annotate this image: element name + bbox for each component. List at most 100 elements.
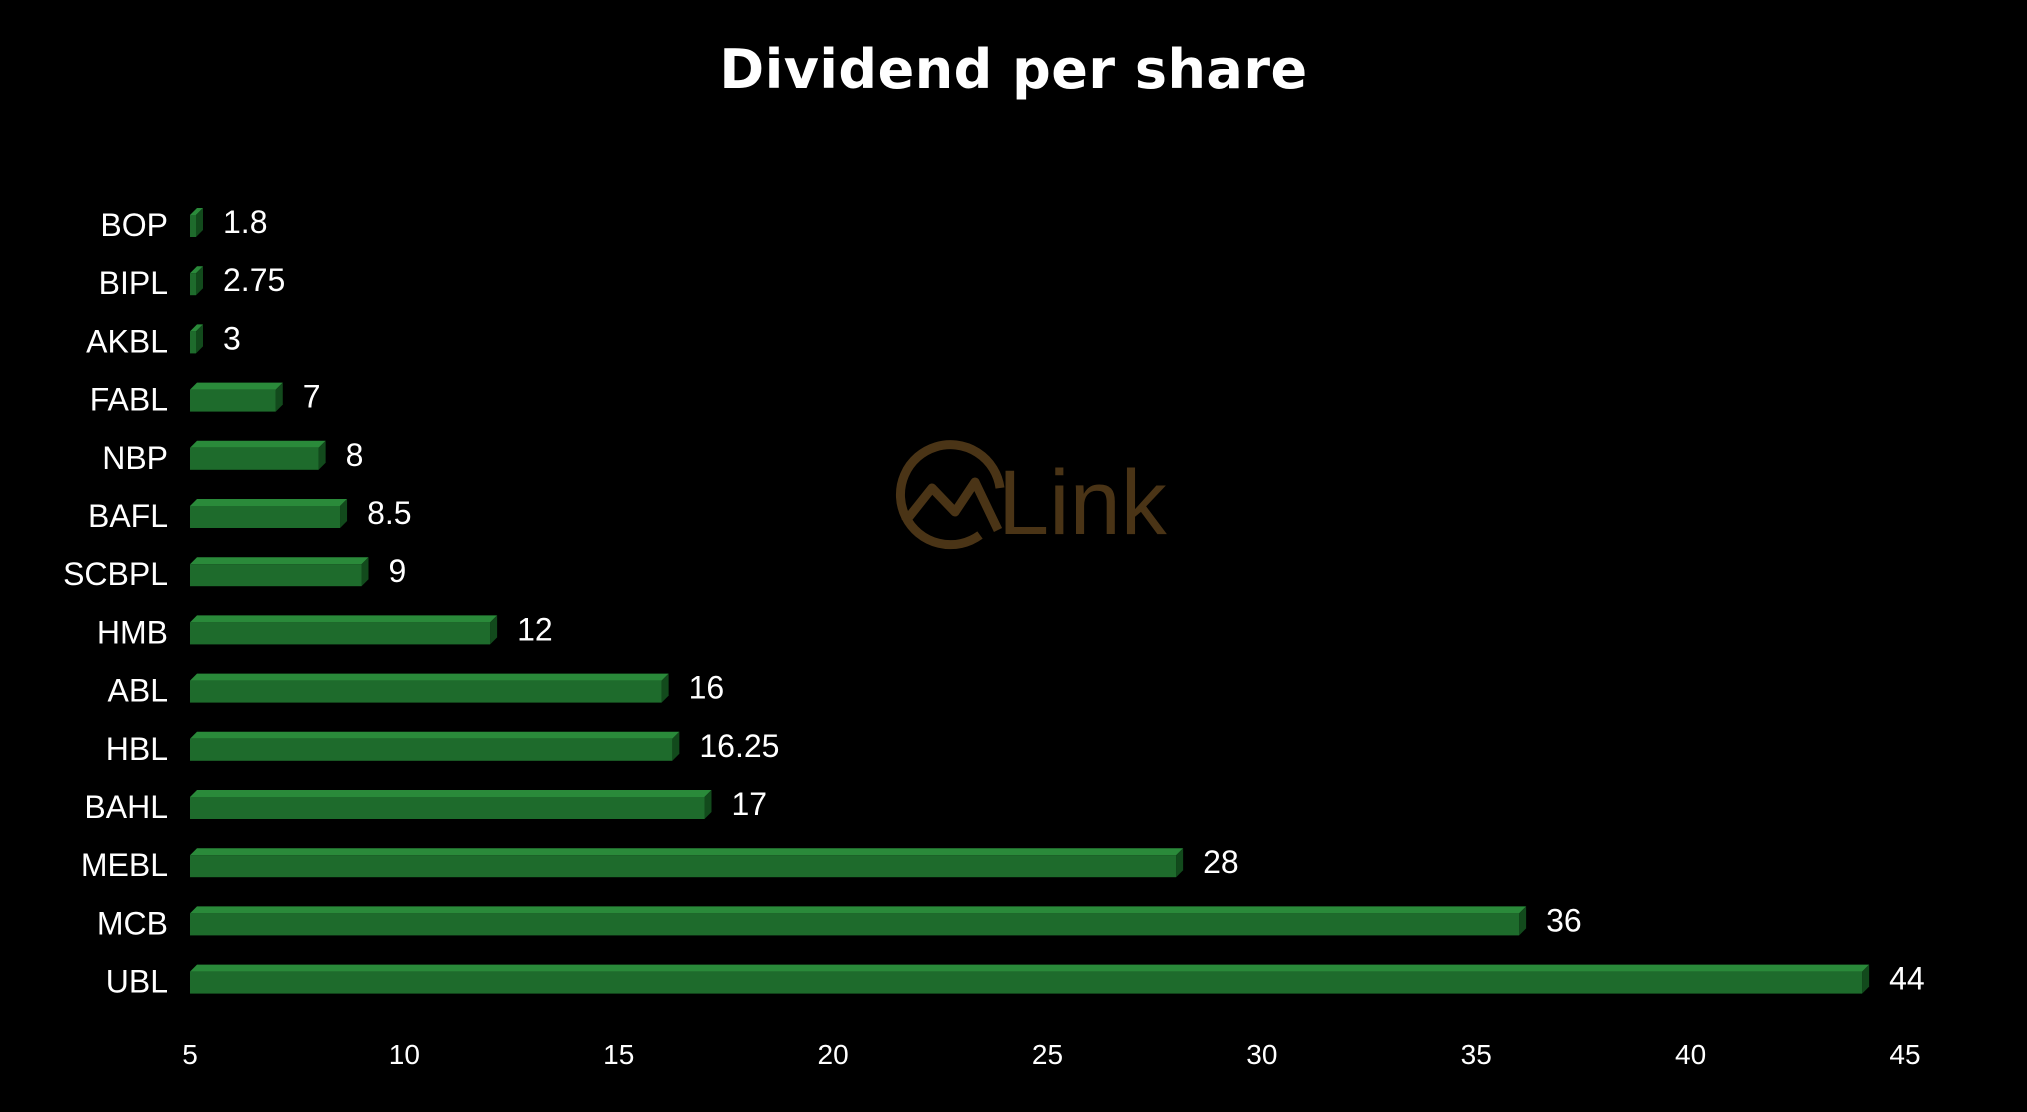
bar-bop (190, 208, 203, 237)
category-label-fabl: FABL (90, 382, 168, 418)
x-tick-40: 40 (1675, 1039, 1706, 1070)
bar-side-ubl (1862, 964, 1870, 994)
data-label-scbpl: 9 (389, 553, 407, 589)
data-label-bafl: 8.5 (367, 495, 411, 531)
bar-top-abl (190, 673, 669, 681)
data-label-hbl: 16.25 (699, 728, 779, 764)
bar-side-bafl (340, 499, 348, 528)
category-label-mebl: MEBL (81, 847, 168, 883)
bar-side-mebl (1176, 848, 1184, 878)
data-labels: 1.8 2.75 3 788.5 9 12 16 16.25 17 28 36 44 (223, 204, 1925, 997)
bar-front-nbp (190, 447, 319, 470)
bar-side-abl (661, 673, 669, 703)
data-label-bop: 1.8 (223, 204, 267, 240)
bar-front-hbl (190, 738, 673, 761)
x-tick-35: 35 (1461, 1039, 1492, 1070)
x-tick-10: 10 (389, 1039, 420, 1070)
bar-side-fabl (275, 382, 283, 412)
bar-front-bafl (190, 506, 341, 528)
bar-side-bop (196, 208, 203, 237)
bar-top-mebl (190, 848, 1184, 856)
category-labels: BOP BIPL AKBL FABL NBP BAFL SCBPL HMB ABL HBL BAHL… (63, 207, 168, 1000)
bar-front-abl (190, 680, 662, 703)
data-label-abl: 16 (689, 670, 725, 706)
chart-title: Dividend per share (719, 38, 1308, 101)
data-label-nbp: 8 (346, 437, 364, 473)
bar-side-hbl (672, 731, 680, 761)
x-tick-45: 45 (1889, 1039, 1920, 1070)
bar-front-mcb (190, 913, 1520, 936)
bar-top-mcb (190, 906, 1527, 914)
x-tick-25: 25 (1032, 1039, 1063, 1070)
bar-fabl (190, 382, 283, 412)
data-label-fabl: 7 (303, 379, 321, 415)
bar-side-hmb (490, 615, 498, 645)
bar-mebl (190, 848, 1184, 878)
bar-front-ubl (190, 971, 1863, 994)
bar-side-scbpl (361, 557, 369, 587)
bar-top-bafl (190, 499, 348, 506)
bar-bahl (190, 790, 712, 819)
bar-top-scbpl (190, 557, 369, 565)
data-label-bahl: 17 (732, 786, 768, 822)
data-label-mebl: 28 (1203, 844, 1239, 880)
category-label-scbpl: SCBPL (63, 556, 168, 592)
bar-front-bipl (190, 273, 196, 296)
chart-circle-logo-icon (895, 440, 1005, 550)
bar-top-fabl (190, 382, 283, 390)
bar-bafl (190, 499, 348, 528)
bar-front-hmb (190, 622, 491, 645)
bar-front-scbpl (190, 564, 362, 587)
data-label-bipl: 2.75 (223, 262, 285, 298)
bar-side-nbp (318, 440, 326, 470)
bar-top-nbp (190, 440, 326, 448)
category-label-bop: BOP (100, 207, 168, 243)
bar-hmb (190, 615, 498, 645)
bar-side-bipl (196, 266, 203, 296)
bar-mcb (190, 906, 1527, 936)
category-label-hmb: HMB (97, 614, 168, 650)
x-tick-30: 30 (1246, 1039, 1277, 1070)
data-label-akbl: 3 (223, 320, 241, 356)
bar-scbpl (190, 557, 369, 587)
bar-abl (190, 673, 669, 703)
bar-top-bahl (190, 790, 712, 797)
bar-top-akbl (190, 324, 203, 332)
bar-front-mebl (190, 855, 1177, 878)
bar-front-bop (190, 215, 196, 237)
data-label-mcb: 36 (1546, 902, 1582, 938)
x-axis-ticks: 5 10 15 20 25 30 35 40 45 (182, 1039, 1920, 1070)
bar-top-ubl (190, 964, 1870, 972)
category-label-bahl: BAHL (84, 789, 168, 825)
category-label-akbl: AKBL (86, 323, 168, 359)
bar-top-bipl (190, 266, 203, 274)
category-label-mcb: MCB (97, 905, 168, 941)
x-tick-15: 15 (603, 1039, 634, 1070)
data-label-hmb: 12 (517, 611, 553, 647)
bar-top-hbl (190, 731, 680, 739)
bar-nbp (190, 440, 326, 470)
category-label-bafl: BAFL (88, 498, 168, 534)
bar-front-akbl (190, 331, 196, 354)
category-label-nbp: NBP (102, 440, 168, 476)
bar-hbl (190, 731, 680, 761)
data-label-ubl: 44 (1889, 961, 1925, 997)
x-tick-5: 5 (182, 1039, 198, 1070)
bar-top-hmb (190, 615, 498, 623)
bar-front-bahl (190, 797, 705, 819)
bar-bipl (190, 266, 203, 296)
bar-side-bahl (704, 790, 712, 819)
bar-ubl (190, 964, 1870, 994)
watermark-text: Link (998, 452, 1168, 554)
bar-akbl (190, 324, 203, 354)
x-tick-20: 20 (818, 1039, 849, 1070)
watermark-logo: Link (895, 440, 1168, 554)
category-label-abl: ABL (108, 673, 168, 709)
category-label-bipl: BIPL (99, 265, 168, 301)
bar-top-bop (190, 208, 203, 215)
bar-side-akbl (196, 324, 203, 354)
category-label-ubl: UBL (106, 964, 168, 1000)
bar-front-fabl (190, 389, 276, 412)
bar-side-mcb (1519, 906, 1527, 936)
